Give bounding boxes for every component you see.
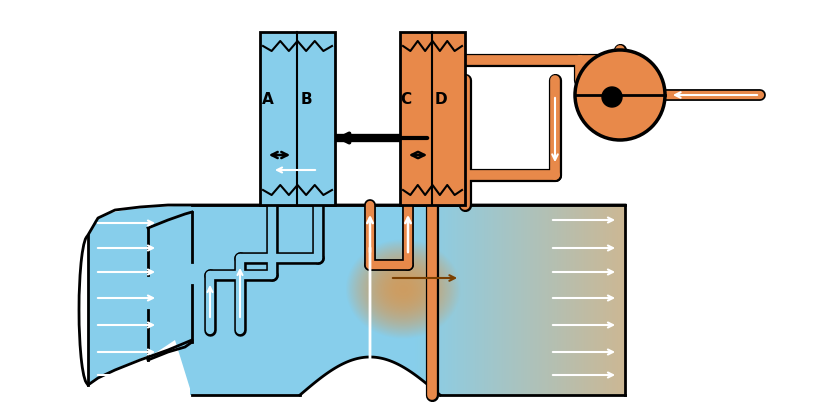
Bar (400, 32, 465, 205)
Text: B: B (300, 92, 312, 108)
Text: D: D (434, 92, 448, 108)
Circle shape (575, 50, 665, 140)
Polygon shape (88, 205, 192, 395)
Circle shape (602, 87, 622, 107)
Bar (190, 205, 625, 395)
Text: C: C (401, 92, 412, 108)
Bar (260, 32, 335, 205)
Text: A: A (262, 92, 274, 108)
